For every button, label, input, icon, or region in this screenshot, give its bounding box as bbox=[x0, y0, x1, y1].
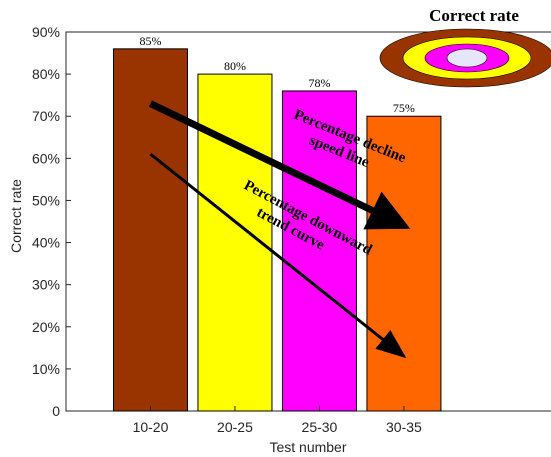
x-axis-label: Test number bbox=[269, 439, 346, 455]
downward-trend-arrow bbox=[149, 152, 407, 359]
y-tick-label: 0 bbox=[52, 403, 60, 419]
bar-10-20 bbox=[112, 48, 188, 412]
x-tick-label: 25-30 bbox=[302, 419, 338, 435]
y-tick-label: 90% bbox=[32, 24, 60, 40]
bar-data-label: 80% bbox=[224, 59, 246, 73]
x-tick-label: 20-25 bbox=[217, 419, 253, 435]
legend-title: Correct rate bbox=[429, 6, 519, 25]
x-tick-label: 30-35 bbox=[386, 419, 422, 435]
x-ticks-group: 10-20 20-25 25-30 30-35 bbox=[133, 406, 422, 435]
bar-labels-group: 85% 80% 78% 75% bbox=[139, 34, 414, 115]
y-tick-label: 60% bbox=[32, 150, 60, 166]
arrows-group bbox=[148, 100, 411, 359]
y-tick-label: 10% bbox=[32, 361, 60, 377]
bar-data-label: 85% bbox=[139, 34, 161, 48]
y-tick-label: 80% bbox=[32, 66, 60, 82]
x-tick-label: 10-20 bbox=[133, 419, 169, 435]
legend: Correct rate bbox=[379, 6, 551, 88]
y-tick-label: 50% bbox=[32, 192, 60, 208]
legend-ring-inner bbox=[446, 48, 488, 68]
y-ticks-group: 0 10% 20% 30% 40% 50% 60% 70% 80% 90% bbox=[32, 24, 71, 419]
bar-data-label: 75% bbox=[393, 101, 415, 115]
bar-30-35 bbox=[366, 115, 442, 412]
y-tick-label: 20% bbox=[32, 319, 60, 335]
bar-data-label: 78% bbox=[308, 76, 330, 90]
y-tick-label: 40% bbox=[32, 235, 60, 251]
y-tick-label: 70% bbox=[32, 108, 60, 124]
y-tick-label: 30% bbox=[32, 277, 60, 293]
decline-speed-arrow bbox=[148, 100, 411, 230]
y-axis-label: Correct rate bbox=[8, 179, 24, 253]
